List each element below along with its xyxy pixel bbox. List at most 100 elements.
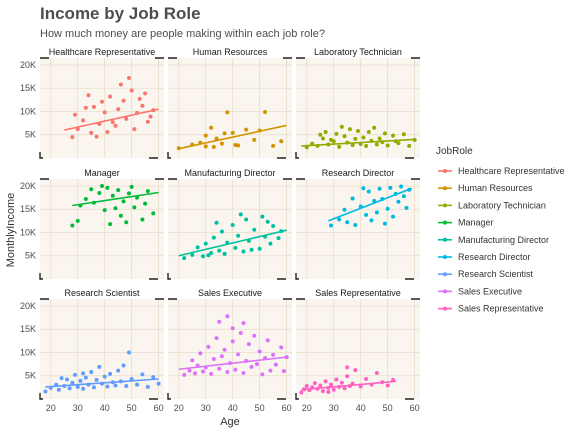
data-point — [145, 119, 150, 124]
data-point — [214, 336, 219, 341]
data-point — [271, 143, 276, 148]
y-tick-label: 15K — [20, 83, 36, 93]
data-point — [222, 347, 227, 352]
x-tick-label: 40 — [100, 403, 110, 413]
data-point — [276, 236, 281, 241]
y-axis-title: MonthlyIncome — [5, 193, 17, 268]
data-point — [225, 314, 230, 319]
data-point — [75, 384, 80, 389]
y-tick-label: 15K — [20, 204, 36, 214]
legend-label: Manufacturing Director — [458, 235, 549, 245]
facet-panel: Research Scientist — [39, 288, 165, 400]
data-point — [339, 124, 344, 129]
data-point — [140, 372, 145, 377]
trend-line — [301, 138, 415, 147]
data-point — [233, 245, 238, 250]
data-point — [339, 380, 344, 385]
data-point — [73, 112, 78, 117]
legend-item: Manufacturing Director — [438, 235, 549, 245]
x-tick-label: 30 — [329, 403, 339, 413]
facet-panel: Sales Executive — [167, 288, 293, 400]
data-point — [329, 382, 334, 387]
legend-item: Sales Representative — [438, 304, 544, 314]
data-point — [260, 214, 265, 219]
data-point — [126, 350, 131, 355]
data-point — [182, 256, 187, 261]
legend-label: Research Scientist — [458, 269, 534, 279]
facet-strip-label: Research Director — [322, 168, 395, 178]
data-point — [252, 227, 257, 232]
data-point — [279, 345, 284, 350]
data-point — [345, 374, 350, 379]
data-point — [268, 368, 273, 373]
x-tick-label: 50 — [127, 403, 137, 413]
legend-item: Healthcare Representative — [438, 166, 565, 176]
data-point — [145, 384, 150, 389]
data-point — [121, 199, 126, 204]
data-point — [83, 197, 88, 201]
data-point — [323, 379, 328, 384]
data-point — [83, 105, 88, 110]
y-tick-label: 5K — [25, 251, 36, 261]
data-point — [350, 142, 355, 147]
data-point — [342, 134, 347, 139]
legend-label: Sales Representative — [458, 304, 544, 314]
data-point — [342, 207, 347, 212]
data-point — [182, 372, 187, 377]
y-tick-label: 5K — [25, 130, 36, 140]
data-point — [140, 103, 145, 108]
data-point — [391, 133, 396, 138]
data-point — [108, 94, 113, 99]
legend-key-point — [443, 203, 447, 208]
data-point — [43, 389, 48, 394]
legend-item: Manager — [438, 218, 494, 228]
data-point — [268, 241, 273, 246]
data-point — [83, 375, 88, 380]
data-point — [312, 381, 317, 386]
data-point — [121, 363, 126, 368]
data-point — [364, 143, 369, 148]
data-point — [260, 372, 265, 377]
data-point — [203, 133, 208, 138]
data-point — [214, 136, 219, 141]
data-point — [113, 123, 118, 128]
data-point — [209, 371, 214, 376]
data-point — [94, 377, 99, 382]
data-point — [113, 383, 118, 388]
data-point — [140, 217, 145, 222]
data-point — [252, 137, 257, 142]
y-tick-label: 20K — [20, 301, 36, 311]
x-tick-label: 20 — [46, 403, 56, 413]
facet-strip-label: Manager — [84, 168, 120, 178]
legend-key-point — [443, 306, 447, 311]
data-point — [121, 98, 126, 103]
data-point — [361, 186, 366, 191]
facet-strip-label: Human Resources — [193, 47, 268, 57]
legend-key-point — [443, 169, 447, 173]
data-point — [334, 377, 339, 382]
legend-item: Laboratory Technician — [438, 200, 546, 210]
legend-item: Research Director — [438, 252, 531, 262]
data-point — [124, 220, 129, 225]
data-point — [249, 364, 254, 369]
facet-panel: Healthcare Representative — [39, 47, 165, 159]
data-point — [364, 212, 369, 217]
data-point — [132, 205, 137, 210]
data-point — [116, 188, 121, 193]
data-point — [129, 184, 134, 189]
data-point — [209, 250, 214, 255]
data-point — [385, 206, 390, 211]
panel-background — [40, 58, 164, 158]
trend-line — [72, 191, 159, 207]
data-point — [320, 389, 325, 394]
data-point — [192, 371, 197, 376]
data-point — [118, 82, 123, 87]
data-point — [382, 131, 387, 136]
data-point — [91, 385, 96, 390]
data-point — [347, 127, 352, 132]
facet-strip-label: Manufacturing Director — [184, 168, 275, 178]
data-point — [156, 381, 161, 386]
trend-line — [178, 229, 287, 257]
data-point — [67, 386, 72, 391]
data-point — [105, 185, 110, 190]
